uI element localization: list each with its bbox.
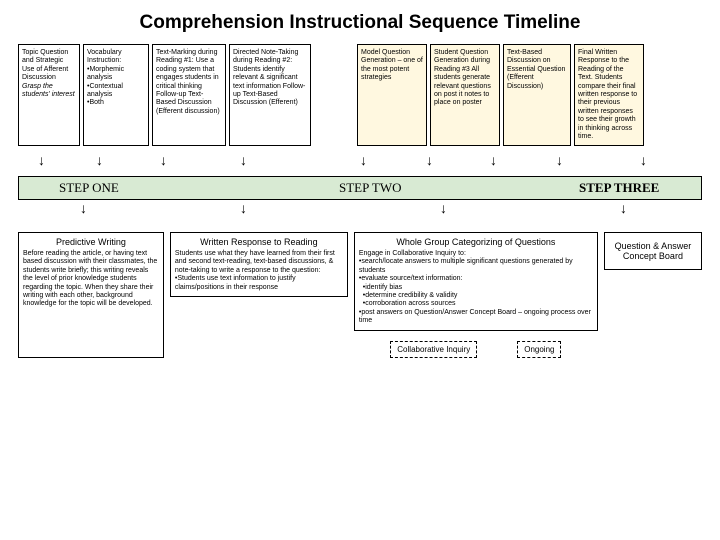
ongoing-dash: Ongoing	[517, 341, 561, 358]
bottom-row: Predictive Writing Before reading the ar…	[0, 224, 720, 357]
step-one-label: STEP ONE	[59, 180, 119, 196]
timeline-card: Final Written Response to the Reading of…	[574, 44, 644, 146]
timeline-card: Text-Based Discussion on Essential Quest…	[503, 44, 571, 146]
step-two-label: STEP TWO	[339, 180, 401, 196]
step-three-label: STEP THREE	[579, 180, 659, 196]
arrows-top: ↓ ↓ ↓ ↓ ↓ ↓ ↓ ↓ ↓	[0, 152, 720, 176]
collab-inquiry-dash: Collaborative Inquiry	[390, 341, 477, 358]
box-title: Whole Group Categorizing of Questions	[359, 237, 593, 248]
step-bar-wrap: STEP ONE STEP TWO STEP THREE	[0, 176, 720, 200]
cards-row: Topic Question and Strategic Use of Affe…	[0, 44, 720, 146]
arrows-bottom: ↓ ↓ ↓ ↓	[0, 200, 720, 224]
box-body: Before reading the article, or having te…	[23, 250, 159, 309]
timeline-card: Topic Question and Strategic Use of Affe…	[18, 44, 80, 146]
timeline-card: Text-Marking during Reading #1: Use a co…	[152, 44, 226, 146]
categorizing-box: Whole Group Categorizing of Questions En…	[354, 232, 598, 330]
predictive-writing-box: Predictive Writing Before reading the ar…	[18, 232, 164, 357]
box-body: Engage in Collaborative Inquiry to:•sear…	[359, 250, 593, 326]
page-title: Comprehension Instructional Sequence Tim…	[0, 0, 720, 44]
box-body: Students use what they have learned from…	[175, 250, 343, 292]
box-title: Written Response to Reading	[175, 237, 343, 248]
timeline-card: Student Question Generation during Readi…	[430, 44, 500, 146]
timeline-card: Model Question Generation – one of the m…	[357, 44, 427, 146]
timeline-card: Directed Note-Taking during Reading #2: …	[229, 44, 311, 146]
timeline-card: Vocabulary Instruction:•Morphemic analys…	[83, 44, 149, 146]
step-bar: STEP ONE STEP TWO STEP THREE	[18, 176, 702, 200]
concept-board-box: Question & Answer Concept Board	[604, 232, 702, 270]
written-response-box: Written Response to Reading Students use…	[170, 232, 348, 297]
box-title: Predictive Writing	[23, 237, 159, 248]
